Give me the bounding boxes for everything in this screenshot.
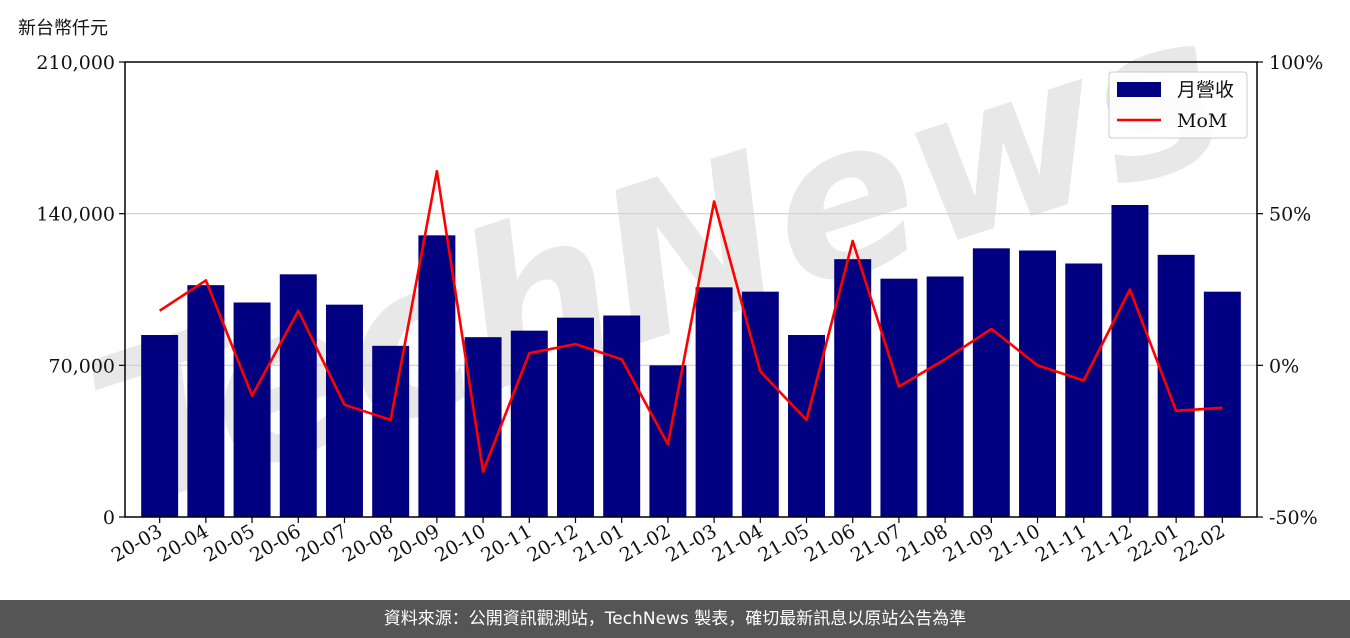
revenue-bar xyxy=(1203,291,1241,517)
x-tick-labels: 20-0320-0420-0520-0620-0720-0820-0920-10… xyxy=(108,517,1229,567)
revenue-bar xyxy=(972,248,1010,518)
x-tick-label: 21-02 xyxy=(616,520,674,566)
y-left-tick-label: 70,000 xyxy=(49,355,115,377)
revenue-bar xyxy=(418,235,456,518)
x-tick-label: 20-06 xyxy=(246,520,304,566)
x-tick-label: 20-12 xyxy=(524,520,582,566)
x-tick-label: 20-10 xyxy=(431,520,489,566)
legend-bar-label: 月營收 xyxy=(1177,79,1234,101)
mom-series-line xyxy=(158,169,1223,473)
mom-line xyxy=(158,169,1223,473)
x-tick-label: 22-02 xyxy=(1170,520,1228,566)
revenue-bar xyxy=(141,335,179,517)
y-axis-unit-label: 新台幣仟元 xyxy=(18,18,108,39)
revenue-bar xyxy=(325,304,363,517)
x-tick-label: 20-11 xyxy=(477,520,535,566)
x-tick-label: 21-01 xyxy=(570,520,628,566)
y-right-tick-label: 100% xyxy=(1269,52,1323,74)
x-tick-label: 21-08 xyxy=(893,520,951,566)
x-tick-label: 21-09 xyxy=(939,520,997,566)
revenue-bar xyxy=(187,285,225,517)
x-tick-label: 20-08 xyxy=(339,520,397,566)
x-tick-label: 21-12 xyxy=(1078,520,1136,566)
y-right-tick-labels: -50% 0% 50% 100% xyxy=(1257,52,1323,529)
y-left-tick-label: 210,000 xyxy=(36,52,115,74)
revenue-bar xyxy=(880,278,918,517)
revenue-bar xyxy=(1019,250,1057,517)
x-tick-label: 21-10 xyxy=(986,520,1044,566)
y-left-tick-label: 140,000 xyxy=(36,204,115,226)
y-right-tick-label: 0% xyxy=(1269,355,1299,377)
revenue-bar xyxy=(464,337,502,517)
revenue-bar xyxy=(510,330,548,517)
revenue-bar xyxy=(1157,254,1195,518)
x-tick-label: 20-09 xyxy=(385,520,443,566)
x-tick-label: 21-04 xyxy=(708,520,766,566)
revenue-bar xyxy=(1111,205,1149,517)
revenue-chart: TechNews 20-0320-0420-0520-0620-0720-082… xyxy=(36,0,1323,567)
x-tick-label: 22-01 xyxy=(1124,520,1182,566)
x-tick-label: 21-06 xyxy=(801,520,859,566)
x-tick-label: 21-07 xyxy=(847,520,905,566)
plot-frame xyxy=(124,61,1258,518)
y-left-tick-label: 0 xyxy=(103,507,115,529)
revenue-bar xyxy=(834,259,872,517)
y-right-tick-label: 50% xyxy=(1269,204,1311,226)
source-footer: 資料來源：公開資訊觀測站，TechNews 製表，確切最新訊息以原站公告為準 xyxy=(0,600,1350,638)
revenue-bars xyxy=(141,205,1241,518)
revenue-bar xyxy=(695,287,733,517)
chart-axes xyxy=(124,61,1258,518)
x-tick-label: 21-05 xyxy=(755,520,813,566)
revenue-bar xyxy=(372,345,410,517)
legend-bar-swatch xyxy=(1117,82,1161,97)
legend-line-label: MoM xyxy=(1177,110,1227,132)
x-tick-label: 20-07 xyxy=(293,520,351,566)
x-tick-label: 21-03 xyxy=(662,520,720,566)
legend: 月營收 MoM xyxy=(1108,71,1248,139)
y-right-tick-label: -50% xyxy=(1269,507,1318,529)
x-tick-label: 21-11 xyxy=(1032,520,1090,566)
revenue-bar xyxy=(279,274,317,517)
revenue-bar xyxy=(233,302,271,517)
revenue-bar xyxy=(557,317,594,517)
revenue-bar xyxy=(926,276,964,517)
revenue-bar xyxy=(603,315,641,517)
y-left-tick-labels: 0 70,000 140,000 210,000 xyxy=(36,52,125,529)
revenue-bar xyxy=(1065,263,1103,517)
revenue-bar xyxy=(788,335,825,517)
